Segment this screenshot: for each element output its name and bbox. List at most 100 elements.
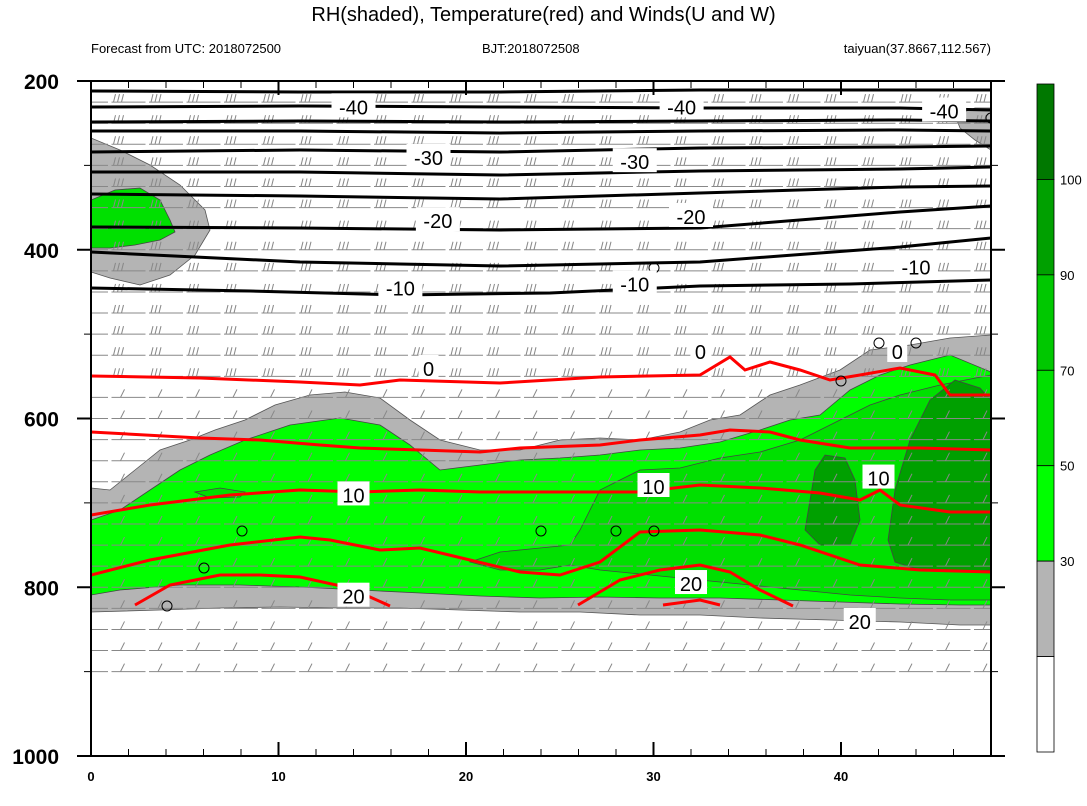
wind-barb-flag xyxy=(421,241,424,250)
wind-barb-flag xyxy=(533,326,537,335)
wind-barb-flag xyxy=(754,93,758,103)
wind-barb-flag xyxy=(721,157,724,166)
wind-barb-flag xyxy=(157,600,163,609)
wind-barb-flag xyxy=(871,178,874,187)
wind-barb-flag xyxy=(900,199,904,208)
wind-barb-flag xyxy=(76,368,78,376)
wind-barb-flag xyxy=(563,368,566,377)
wind-barb-flag xyxy=(638,178,641,187)
wind-barb-flag xyxy=(150,93,154,103)
wind-barb-flag xyxy=(570,473,575,483)
wind-barb-flag xyxy=(229,326,233,335)
wind-barb-flag xyxy=(982,473,988,483)
wind-barb-flag xyxy=(607,494,613,504)
wind-barb-flag xyxy=(904,178,908,187)
wind-barb-flag xyxy=(529,326,533,335)
colorbar-swatch xyxy=(1036,656,1055,753)
wind-barb-flag xyxy=(117,199,120,208)
wind-barb-flag xyxy=(420,515,425,525)
wind-barb-flag xyxy=(832,557,838,567)
wind-barb-flag xyxy=(421,304,424,314)
wind-barb-flag xyxy=(450,241,454,250)
contour-label-box xyxy=(378,274,423,299)
wind-barb-flag xyxy=(229,368,233,377)
wind-barb-flag xyxy=(413,93,416,103)
wind-barb-flag xyxy=(645,579,650,588)
wind-barb-flag xyxy=(608,157,612,166)
wind-barb-flag xyxy=(608,326,612,335)
wind-barb-flag xyxy=(938,157,941,166)
wind-barb-flag xyxy=(495,579,500,588)
wind-barb-flag xyxy=(382,663,388,672)
wind-barb-flag xyxy=(233,304,237,314)
wind-barb-flag xyxy=(270,494,275,504)
wind-barb-flag xyxy=(570,642,575,651)
wind-barb-flag xyxy=(982,515,988,525)
colorbar-swatch xyxy=(1036,274,1055,371)
wind-barb-flag xyxy=(225,157,229,166)
wind-barb-flag xyxy=(532,663,538,672)
wind-barb-flag xyxy=(942,326,945,335)
wind-barb-flag xyxy=(150,347,154,356)
wind-barb-flag xyxy=(525,93,529,103)
wind-barb-flag xyxy=(158,199,162,208)
wind-barb-flag xyxy=(720,642,725,651)
x-tick-label: 0 xyxy=(87,769,94,784)
wind-barb-flag xyxy=(833,304,837,314)
wind-barb-flag xyxy=(829,262,833,271)
wind-barb-flag xyxy=(795,621,800,630)
wind-barb-flag xyxy=(645,600,650,609)
y-tick-label: 800 xyxy=(24,577,59,600)
wind-barb-flag xyxy=(829,136,833,145)
wind-barb-flag xyxy=(413,178,416,187)
wind-barb-flag xyxy=(383,347,387,356)
wind-barb-flag xyxy=(833,347,837,356)
calm-circle xyxy=(161,600,173,612)
wind-barb-flag xyxy=(492,368,495,377)
wind-barb-flag xyxy=(225,262,229,271)
contour-label-box xyxy=(659,93,704,118)
wind-barb-flag xyxy=(567,326,570,335)
colorbar-swatch xyxy=(1036,560,1055,657)
wind-barb-flag xyxy=(675,157,679,166)
wind-barb-flag xyxy=(604,178,608,187)
wind-barb-flag xyxy=(225,241,229,250)
wind-barb-flag xyxy=(375,283,379,293)
wind-barb-flag xyxy=(192,178,195,187)
wind-barb-flag xyxy=(525,368,529,377)
wind-barb-flag xyxy=(80,305,82,313)
wind-barb-flag xyxy=(871,283,874,293)
wind-barb-flag xyxy=(496,136,499,145)
wind-barb-flag xyxy=(717,326,720,335)
wind-barb-flag xyxy=(607,663,613,672)
wind-barb-flag xyxy=(683,326,687,335)
wind-barb-flag xyxy=(229,347,233,356)
wind-barb-flag xyxy=(121,199,124,208)
wind-barb-flag xyxy=(158,326,162,335)
wind-barb-flag xyxy=(120,473,125,483)
wind-barb-flag xyxy=(121,304,124,314)
wind-barb-flag xyxy=(196,262,199,271)
wind-barb-flag xyxy=(600,136,604,145)
wind-barb-flag xyxy=(121,326,124,335)
wind-barb-flag xyxy=(754,178,758,187)
wind-barb-flag xyxy=(413,136,416,145)
wind-barb-flag xyxy=(270,579,275,588)
wind-barb-flag xyxy=(450,93,454,103)
wind-barb-flag xyxy=(267,368,270,377)
wind-barb-flag xyxy=(307,642,313,651)
wind-barb-flag xyxy=(150,368,154,377)
wind-barb-flag xyxy=(788,178,791,187)
wind-barb-flag xyxy=(379,347,383,356)
wind-barb-flag xyxy=(188,304,191,314)
y-tick-label: 200 xyxy=(24,71,59,94)
wind-barb-flag xyxy=(417,199,420,208)
wind-barb-flag xyxy=(225,304,229,314)
wind-barb-flag xyxy=(195,452,200,461)
wind-barb-flag xyxy=(454,283,458,293)
wind-barb-flag xyxy=(232,663,238,672)
wind-barb-flag xyxy=(80,94,82,102)
wind-barb-flag xyxy=(150,199,154,208)
wind-barb-flag xyxy=(863,283,866,293)
